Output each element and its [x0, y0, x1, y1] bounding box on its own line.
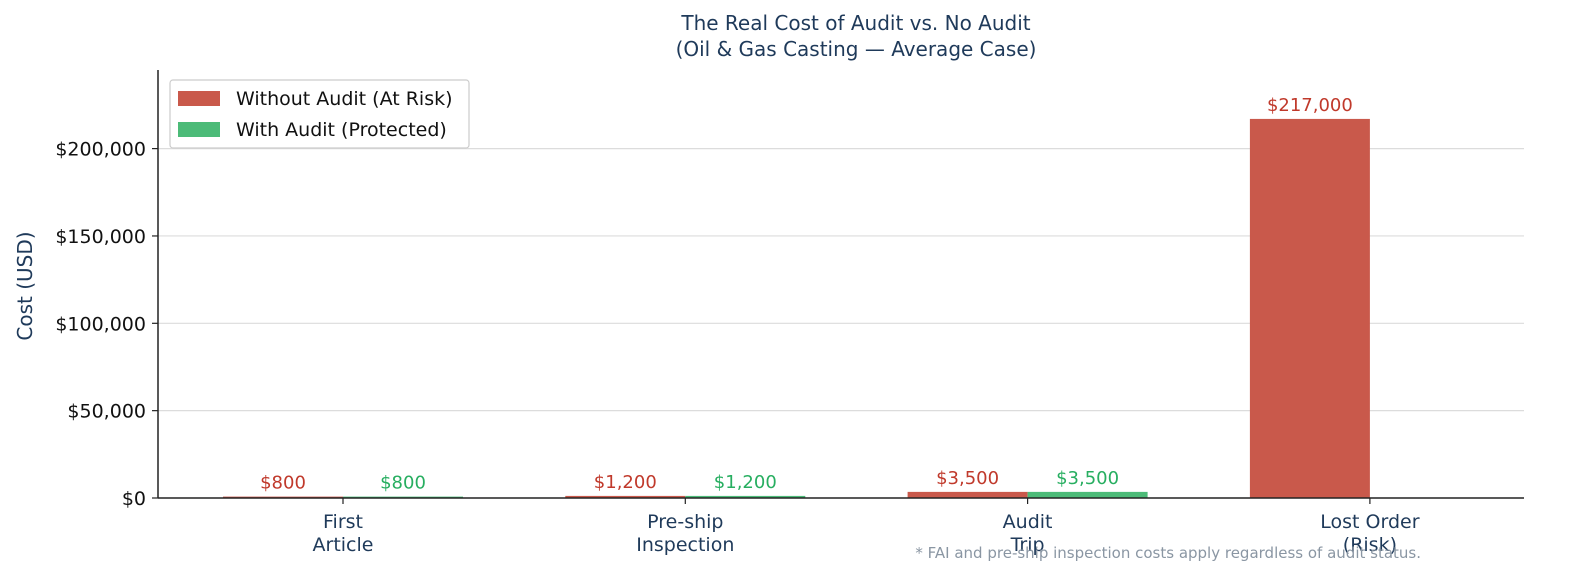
bar-value-label: $1,200	[594, 472, 657, 493]
chart-subtitle: (Oil & Gas Casting — Average Case)	[676, 37, 1037, 61]
bars	[223, 118, 1370, 499]
x-tick-label: First	[323, 511, 363, 533]
y-tick-label: $100,000	[55, 313, 146, 335]
legend: Without Audit (At Risk) With Audit (Prote…	[169, 79, 470, 149]
legend-swatch	[178, 91, 220, 106]
bar-with-audit-1	[685, 495, 806, 498]
bar-labels: $800 $1,200 $3,500 $217,000 $800 $1,200 $3,500	[260, 95, 1353, 494]
x-tick-label: Trip	[1010, 534, 1045, 556]
bar-without-audit-1	[565, 495, 686, 498]
y-tick-label: $0	[122, 488, 146, 510]
x-tick-label: Inspection	[636, 534, 734, 556]
x-tick-label: (Risk)	[1343, 534, 1397, 556]
legend-label: With Audit (Protected)	[236, 119, 447, 141]
legend-frame	[169, 79, 470, 149]
x-tick-label: Pre-ship	[647, 511, 723, 533]
x-tick-label: Lost Order	[1320, 511, 1419, 533]
x-tick-label: Audit	[1003, 511, 1053, 533]
bar-value-label: $800	[380, 473, 426, 494]
y-axis-label: Cost (USD)	[13, 231, 37, 340]
y-tick-label: $50,000	[67, 401, 146, 423]
bar-with-audit-2	[1027, 491, 1148, 498]
legend-swatch	[178, 122, 220, 137]
bar-value-label: $1,200	[714, 472, 777, 493]
x-tick-label: Article	[313, 534, 374, 556]
chart-title: The Real Cost of Audit vs. No Audit	[680, 11, 1030, 35]
y-tick-label: $200,000	[55, 139, 146, 161]
axes	[157, 70, 1524, 499]
bar-without-audit-3	[1249, 118, 1370, 499]
y-tick-labels: $0 $50,000 $100,000 $150,000 $200,000	[55, 139, 158, 510]
legend-label: Without Audit (At Risk)	[236, 88, 453, 110]
footnote: * FAI and pre-ship inspection costs appl…	[915, 544, 1421, 562]
bar-value-label: $3,500	[936, 468, 999, 489]
bar-value-label: $800	[260, 473, 306, 494]
y-tick-label: $150,000	[55, 226, 146, 248]
bar-value-label: $217,000	[1267, 95, 1353, 116]
bar-without-audit-2	[907, 491, 1028, 498]
bar-value-label: $3,500	[1056, 468, 1119, 489]
